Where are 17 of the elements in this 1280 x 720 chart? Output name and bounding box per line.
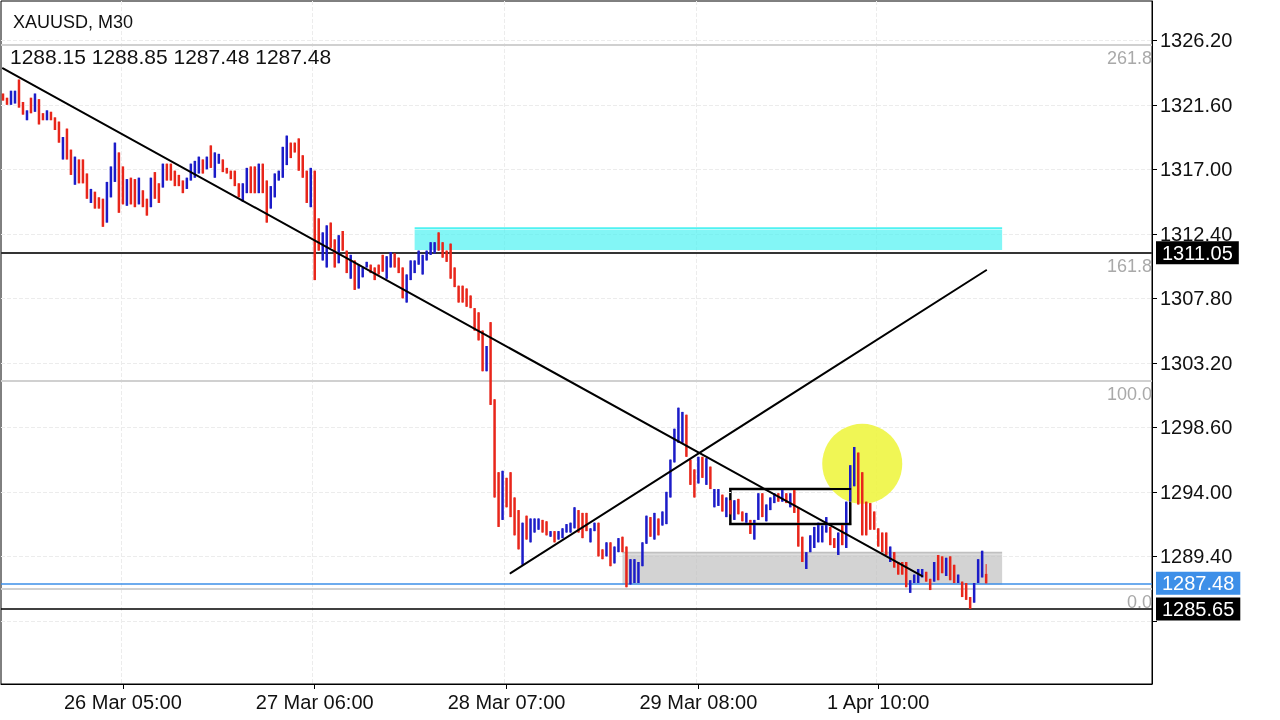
x-tick-label: 1 Apr 10:00	[827, 691, 930, 713]
y-tick-label: 1321.60	[1160, 93, 1233, 116]
y-tick-label: 1317.00	[1160, 158, 1233, 181]
text: XAUUSD, M30	[13, 12, 134, 32]
y-tick-label: 1303.20	[1160, 351, 1233, 374]
y-tick-label: 1326.20	[1160, 29, 1233, 52]
y-tick-label: 1294.00	[1160, 480, 1233, 503]
ref-line-label: 1285.65	[1162, 597, 1235, 620]
x-tick-label: 29 Mar 08:00	[639, 691, 758, 713]
x-tick-label: 28 Mar 07:00	[447, 691, 566, 713]
annotation: 1288.15 1288.85 1287.48 1287.48	[10, 45, 332, 68]
ref-line-label: 1287.48	[1162, 572, 1235, 595]
x-tick-label: 26 Mar 05:00	[63, 691, 182, 713]
x-tick-label: 27 Mar 06:00	[255, 691, 374, 713]
y-tick-label: 1307.80	[1160, 287, 1233, 310]
y-tick-label: 1289.40	[1160, 545, 1233, 568]
y-tick-label: 1298.60	[1160, 416, 1233, 439]
